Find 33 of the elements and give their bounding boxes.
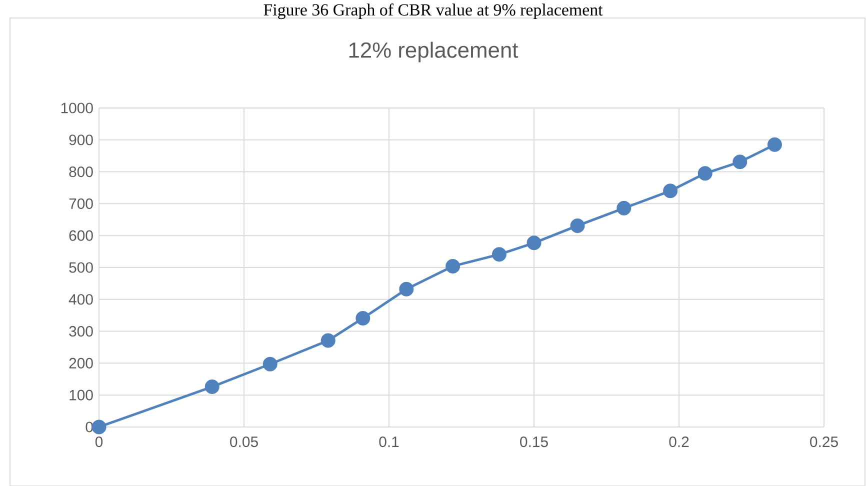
y-tick-label: 800: [69, 166, 93, 178]
x-tick-label: 0.05: [230, 436, 258, 448]
x-tick-label: 0: [95, 436, 103, 448]
y-tick-label: 1000: [61, 102, 93, 114]
x-tick-label: 0.1: [379, 436, 399, 448]
x-tick-label: 0.15: [520, 436, 548, 448]
point: [767, 137, 782, 152]
point: [616, 200, 632, 216]
y-tick-label: 600: [69, 230, 93, 241]
point: [732, 154, 748, 170]
y-tick-label: 700: [69, 198, 93, 209]
point: [320, 333, 336, 348]
point: [446, 258, 460, 274]
point: [492, 247, 506, 262]
point: [663, 184, 678, 198]
y-tick-label: 200: [69, 358, 93, 368]
y-tick-label: 100: [70, 390, 93, 400]
point: [356, 310, 370, 326]
point: [526, 236, 542, 250]
chart-title: 12% replacement: [349, 42, 518, 62]
point: [262, 356, 278, 372]
x-tick-label: 0.25: [810, 436, 838, 448]
y-tick-label: 300: [69, 326, 93, 337]
point: [399, 282, 414, 296]
caption: Figure 36 Graph of CBR value at 9% replacement: [264, 4, 603, 20]
point: [570, 218, 585, 233]
point: [204, 380, 220, 394]
point: [92, 420, 106, 434]
y-tick-label: 900: [69, 134, 93, 146]
y-tick-label: 500: [69, 262, 93, 273]
y-tick-label: 400: [68, 294, 93, 305]
x-tick-label: 0.2: [669, 436, 689, 448]
point: [698, 166, 712, 181]
